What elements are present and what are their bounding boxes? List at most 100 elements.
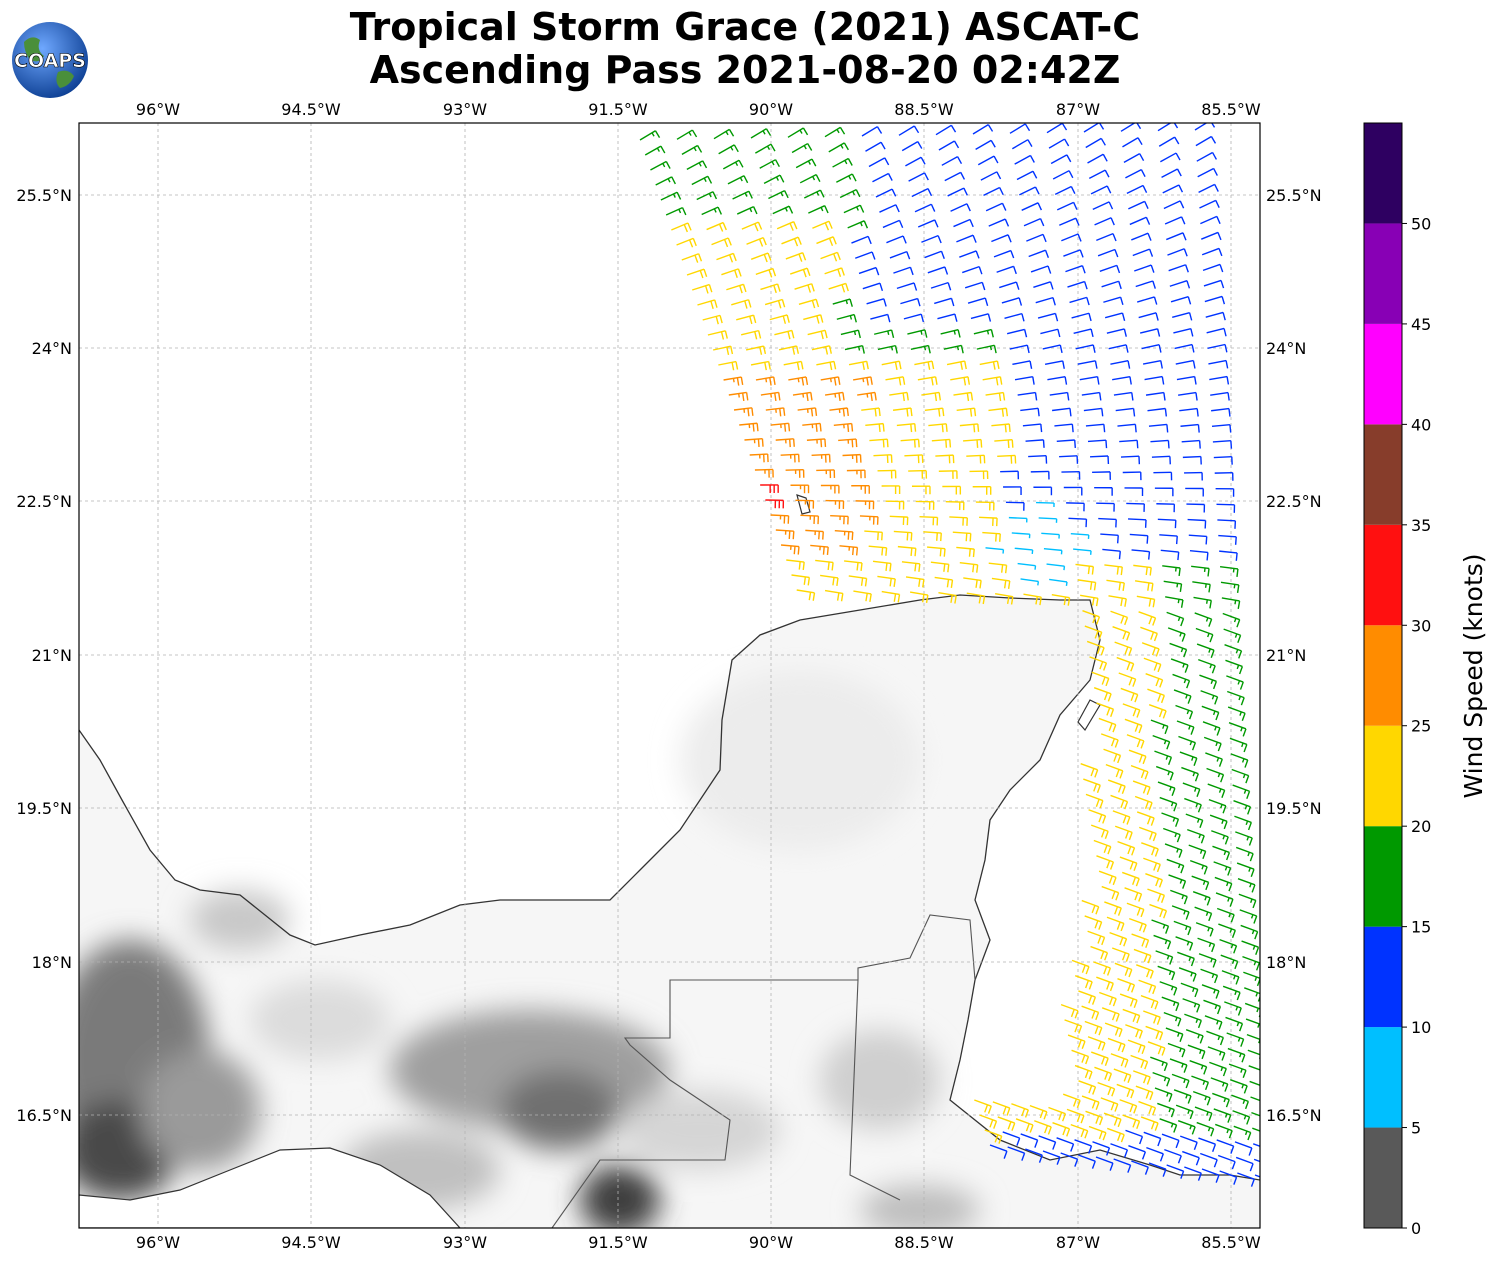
lat-tick: 19.5°N xyxy=(1266,799,1322,818)
barb-feather xyxy=(1128,648,1133,657)
wind-barb xyxy=(1200,690,1219,705)
wind-barb xyxy=(1114,825,1133,841)
barb-shaft xyxy=(1085,137,1102,149)
barb-feather xyxy=(1226,376,1230,385)
barb-feather xyxy=(931,361,935,370)
barb-feather xyxy=(995,533,997,542)
wind-barb xyxy=(1036,501,1055,508)
barb-feather xyxy=(1061,1113,1067,1122)
barb-feather xyxy=(802,127,809,136)
barb-feather xyxy=(1097,1041,1102,1050)
barb-half-feather xyxy=(1243,1115,1247,1120)
wind-barb xyxy=(842,453,862,463)
barb-shaft xyxy=(1157,965,1175,974)
barb-shaft xyxy=(1119,439,1138,443)
barb-shaft xyxy=(1074,1139,1092,1147)
barb-shaft xyxy=(1209,375,1228,381)
wind-barb xyxy=(1138,979,1157,995)
barb-half-feather xyxy=(799,129,803,134)
barb-feather xyxy=(941,424,944,433)
wind-barb xyxy=(1150,1056,1168,1072)
barb-shaft xyxy=(774,329,793,336)
barb-half-feather xyxy=(1179,1048,1182,1053)
barb-shaft xyxy=(1140,1116,1159,1124)
barb-shaft xyxy=(944,171,962,182)
barb-shaft xyxy=(999,281,1017,289)
barb-shaft xyxy=(1125,168,1142,179)
barb-feather xyxy=(918,563,921,572)
barb-feather xyxy=(1096,616,1101,625)
wind-barb xyxy=(1040,328,1061,338)
barb-feather xyxy=(724,330,728,339)
barb-shaft xyxy=(1189,550,1208,554)
wind-barb xyxy=(1218,534,1237,545)
barb-feather xyxy=(1211,665,1216,674)
wind-barb xyxy=(832,157,853,168)
barb-feather xyxy=(726,346,730,356)
barb-shaft xyxy=(921,391,940,396)
barb-shaft xyxy=(1170,658,1189,666)
wind-barb xyxy=(1085,1110,1104,1126)
barb-feather xyxy=(793,546,796,555)
barb-feather xyxy=(1137,1044,1142,1053)
wind-barb xyxy=(1211,407,1231,417)
wind-barb xyxy=(889,391,909,402)
wind-barb xyxy=(989,1144,1008,1159)
wind-barb xyxy=(763,174,785,184)
barb-feather xyxy=(1102,815,1107,824)
barb-shaft xyxy=(1197,167,1214,178)
barb-shaft xyxy=(1166,611,1184,620)
barb-shaft xyxy=(1111,947,1130,955)
barb-half-feather xyxy=(662,163,666,168)
barb-shaft xyxy=(1135,1085,1154,1094)
barb-feather xyxy=(1216,727,1221,736)
barb-feather xyxy=(1190,328,1194,337)
wind-barb xyxy=(938,140,960,151)
barb-shaft xyxy=(1169,1058,1188,1066)
barb-shaft xyxy=(1187,518,1206,522)
barb-shaft xyxy=(1052,170,1070,180)
barb-half-feather xyxy=(1165,755,1169,760)
barb-shaft xyxy=(889,250,908,259)
barb-feather xyxy=(1125,344,1129,353)
barb-shaft xyxy=(1180,982,1199,991)
wind-barb xyxy=(1070,1123,1089,1139)
barb-feather xyxy=(1180,618,1185,627)
barb-feather xyxy=(1199,820,1204,829)
barb-feather xyxy=(1124,967,1129,976)
barb-shaft xyxy=(873,329,892,335)
barb-feather xyxy=(864,578,868,587)
barb-feather xyxy=(885,562,888,571)
barb-feather xyxy=(1072,202,1078,210)
barb-feather xyxy=(953,140,960,149)
barb-feather xyxy=(784,423,787,432)
barb-shaft xyxy=(1206,1030,1224,1039)
barb-feather xyxy=(1236,584,1240,593)
colorbar-bin xyxy=(1364,223,1402,324)
barb-shaft xyxy=(994,439,1013,442)
wind-barb xyxy=(1225,659,1244,675)
barb-feather xyxy=(1190,958,1195,967)
barb-feather xyxy=(1126,816,1131,825)
barb-shaft xyxy=(1101,885,1119,894)
barb-feather xyxy=(994,1134,999,1143)
wind-barb xyxy=(875,188,897,198)
wind-barb xyxy=(1113,1068,1132,1084)
wind-barb xyxy=(778,345,800,355)
barb-shaft xyxy=(676,237,694,246)
wind-barb xyxy=(919,515,939,526)
barb-half-feather xyxy=(1168,970,1172,976)
barb-shaft xyxy=(810,544,829,548)
barb-feather xyxy=(1081,964,1086,973)
wind-barb xyxy=(982,531,1001,542)
wind-barb xyxy=(1220,581,1240,593)
barb-shaft xyxy=(1228,722,1247,730)
barb-half-feather xyxy=(1210,679,1214,684)
wind-barb xyxy=(692,283,713,294)
barb-feather xyxy=(1199,1035,1204,1044)
wind-barb xyxy=(862,282,884,292)
barb-feather xyxy=(1128,832,1133,841)
barb-half-feather xyxy=(1163,1077,1167,1082)
barb-half-feather xyxy=(1177,863,1181,869)
barb-shaft xyxy=(1108,344,1127,350)
